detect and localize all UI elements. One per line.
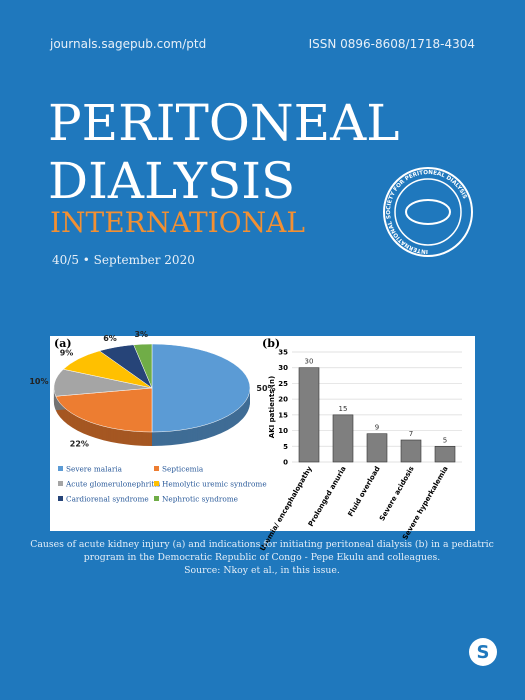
publisher-logo (469, 638, 497, 666)
panel-label: (b) (262, 337, 280, 350)
bar-value-label: 9 (375, 424, 379, 432)
logo-ring (394, 178, 462, 246)
legend-label: Hemolytic uremic syndrome (162, 480, 267, 489)
y-tick-label: 35 (278, 349, 288, 357)
pie-slice (133, 343, 153, 389)
legend-swatch (154, 466, 159, 471)
legend-swatch (154, 496, 159, 501)
caption-line: program in the Democratic Republic of Co… (84, 552, 441, 563)
y-tick-label: 0 (283, 459, 288, 467)
bar (366, 433, 388, 463)
caption-line: Causes of acute kidney injury (a) and in… (30, 539, 494, 550)
bar (332, 414, 354, 463)
legend-label: Cardiorenal syndrome (66, 495, 149, 504)
bar-value-label: 5 (443, 436, 447, 444)
y-tick-label: 15 (278, 411, 288, 419)
bar-value-label: 30 (305, 358, 314, 366)
pie-label: 6% (103, 334, 117, 343)
title-line: DIALYSIS (48, 152, 295, 210)
pie-label: 10% (29, 377, 48, 386)
bar (400, 439, 422, 463)
y-tick-label: 25 (278, 380, 288, 388)
pie-label: 50% (256, 384, 275, 393)
y-tick-label: 30 (278, 364, 288, 372)
bar-value-label: 7 (409, 430, 413, 438)
issn: ISSN 0896-8608/1718-4304 (309, 37, 475, 51)
bar-value-label: 15 (339, 405, 348, 413)
y-tick-label: 5 (283, 443, 288, 451)
legend-label: Nephrotic syndrome (162, 495, 238, 504)
legend-swatch (58, 466, 63, 471)
y-axis-label: AKI patients (n) (268, 376, 276, 438)
caption-line: Source: Nkoy et al., in this issue. (184, 565, 340, 576)
title-line: PERITONEAL (48, 94, 399, 152)
journal-url: journals.sagepub.com/ptd (49, 37, 206, 51)
pie-slice (55, 387, 153, 433)
bar (434, 445, 456, 463)
title-line: INTERNATIONAL (50, 206, 305, 239)
panel-label: (a) (54, 337, 72, 350)
logo-ring (383, 167, 473, 257)
legend-label: Septicemia (162, 465, 204, 474)
pie-label: 9% (60, 348, 74, 357)
legend-swatch (154, 481, 159, 486)
legend-label: Severe malaria (66, 465, 123, 474)
legend-swatch (58, 481, 63, 486)
pie-label: 3% (134, 330, 148, 339)
publisher-logo-text: S (477, 642, 490, 663)
issue: 40/5 • September 2020 (52, 253, 195, 267)
y-tick-label: 20 (278, 396, 288, 404)
pie-label: 22% (70, 440, 89, 449)
y-tick-label: 10 (278, 427, 288, 435)
logo-shape (405, 199, 451, 225)
bar (298, 367, 320, 463)
legend-label: Acute glomerulonephritis (65, 480, 161, 489)
legend-swatch (58, 496, 63, 501)
pie-slice (151, 343, 251, 433)
